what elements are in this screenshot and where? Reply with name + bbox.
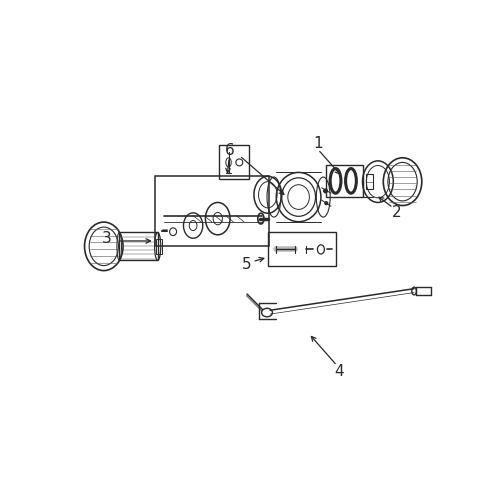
Text: 4: 4: [334, 364, 344, 380]
Bar: [268, 232, 336, 266]
Bar: [154, 176, 268, 246]
Bar: [326, 164, 362, 197]
Text: 2: 2: [392, 205, 401, 220]
Text: 6: 6: [224, 144, 234, 158]
Text: 1: 1: [313, 136, 322, 150]
Bar: [220, 146, 248, 180]
Text: 5: 5: [242, 256, 251, 272]
Ellipse shape: [325, 202, 328, 205]
Bar: [156, 238, 162, 254]
Text: 3: 3: [102, 231, 112, 246]
Ellipse shape: [324, 189, 328, 193]
Bar: [119, 232, 158, 260]
Bar: [366, 174, 374, 190]
